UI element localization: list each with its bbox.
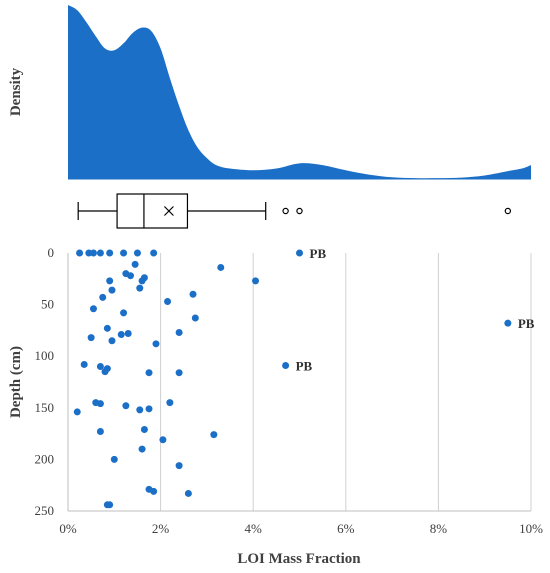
y-tick-labels: 0 50 100 150 200 250 [35, 245, 55, 518]
data-point [133, 249, 141, 257]
y-tick-label: 50 [41, 297, 54, 312]
data-point [89, 249, 97, 257]
data-point [117, 331, 125, 339]
x-tick-label: 0% [59, 521, 77, 536]
density-area [68, 5, 531, 179]
scatter-panel: 0% 2% 4% 6% 8% 10% 0 50 100 150 200 250 PB PB PB LOI… [8, 245, 543, 567]
data-point [282, 361, 290, 369]
box-outlier [282, 207, 289, 215]
data-point [145, 405, 153, 413]
box-mean-marker [164, 206, 174, 216]
data-point [252, 277, 260, 285]
data-point [150, 249, 158, 257]
data-point [131, 260, 139, 268]
data-point [101, 368, 109, 376]
y-tick-label: 150 [35, 400, 55, 415]
density-panel: Density [8, 5, 531, 180]
axes [67, 253, 531, 512]
data-point [175, 369, 183, 377]
data-point [108, 337, 116, 345]
data-point [184, 489, 192, 497]
data-point [87, 334, 95, 342]
y-tick-label: 250 [35, 503, 55, 518]
x-tick-label: 4% [245, 521, 263, 536]
data-point [96, 249, 104, 257]
box-plot [77, 193, 512, 229]
data-point [110, 455, 118, 463]
data-point [136, 284, 144, 292]
data-point [217, 263, 225, 271]
y-tick-label: 100 [35, 348, 55, 363]
data-point [122, 402, 130, 410]
data-point [89, 305, 97, 313]
data-point [504, 319, 512, 327]
annotations: PB PB PB [296, 246, 535, 373]
box-outlier [504, 207, 512, 215]
y-axis-label: Depth (cm) [8, 346, 24, 418]
data-point [76, 249, 84, 257]
x-tick-label: 2% [152, 521, 170, 536]
data-point [96, 400, 104, 408]
data-point [138, 445, 146, 453]
box-outlier [296, 207, 303, 215]
data-point [96, 363, 104, 371]
data-point [106, 501, 114, 509]
density-axis-label: Density [8, 67, 24, 116]
point-annotation: PB [296, 358, 313, 373]
gridlines [160, 253, 532, 511]
data-point [106, 249, 114, 257]
data-point [191, 314, 199, 322]
data-point [210, 431, 218, 439]
y-tick-label: 200 [35, 451, 55, 466]
x-tick-labels: 0% 2% 4% 6% 8% 10% [59, 521, 543, 536]
data-point [145, 369, 153, 377]
data-point [166, 399, 174, 407]
data-point [99, 293, 107, 301]
data-point [138, 277, 146, 285]
data-point [159, 436, 167, 444]
box-iqr [116, 193, 189, 229]
data-point [152, 340, 160, 348]
point-annotation: PB [310, 246, 327, 261]
point-annotation: PB [518, 316, 535, 331]
data-point [175, 328, 183, 336]
data-point [103, 324, 111, 332]
data-point [108, 286, 116, 294]
data-point [136, 406, 144, 414]
data-point [80, 360, 88, 368]
data-point [124, 329, 132, 337]
data-point [140, 425, 148, 433]
data-point [73, 408, 81, 416]
data-point [120, 249, 128, 257]
x-tick-label: 6% [337, 521, 355, 536]
x-tick-label: 10% [519, 521, 543, 536]
data-point [189, 290, 197, 298]
data-point [175, 462, 183, 470]
data-point [164, 298, 172, 306]
x-tick-label: 8% [430, 521, 448, 536]
x-axis-label: LOI Mass Fraction [237, 551, 361, 567]
data-point [106, 277, 114, 285]
data-point [120, 309, 128, 317]
y-tick-label: 0 [48, 245, 55, 260]
data-point [127, 272, 135, 280]
data-point [150, 487, 158, 495]
data-point [296, 249, 303, 257]
scatter-points [73, 249, 512, 509]
data-point [96, 428, 104, 436]
